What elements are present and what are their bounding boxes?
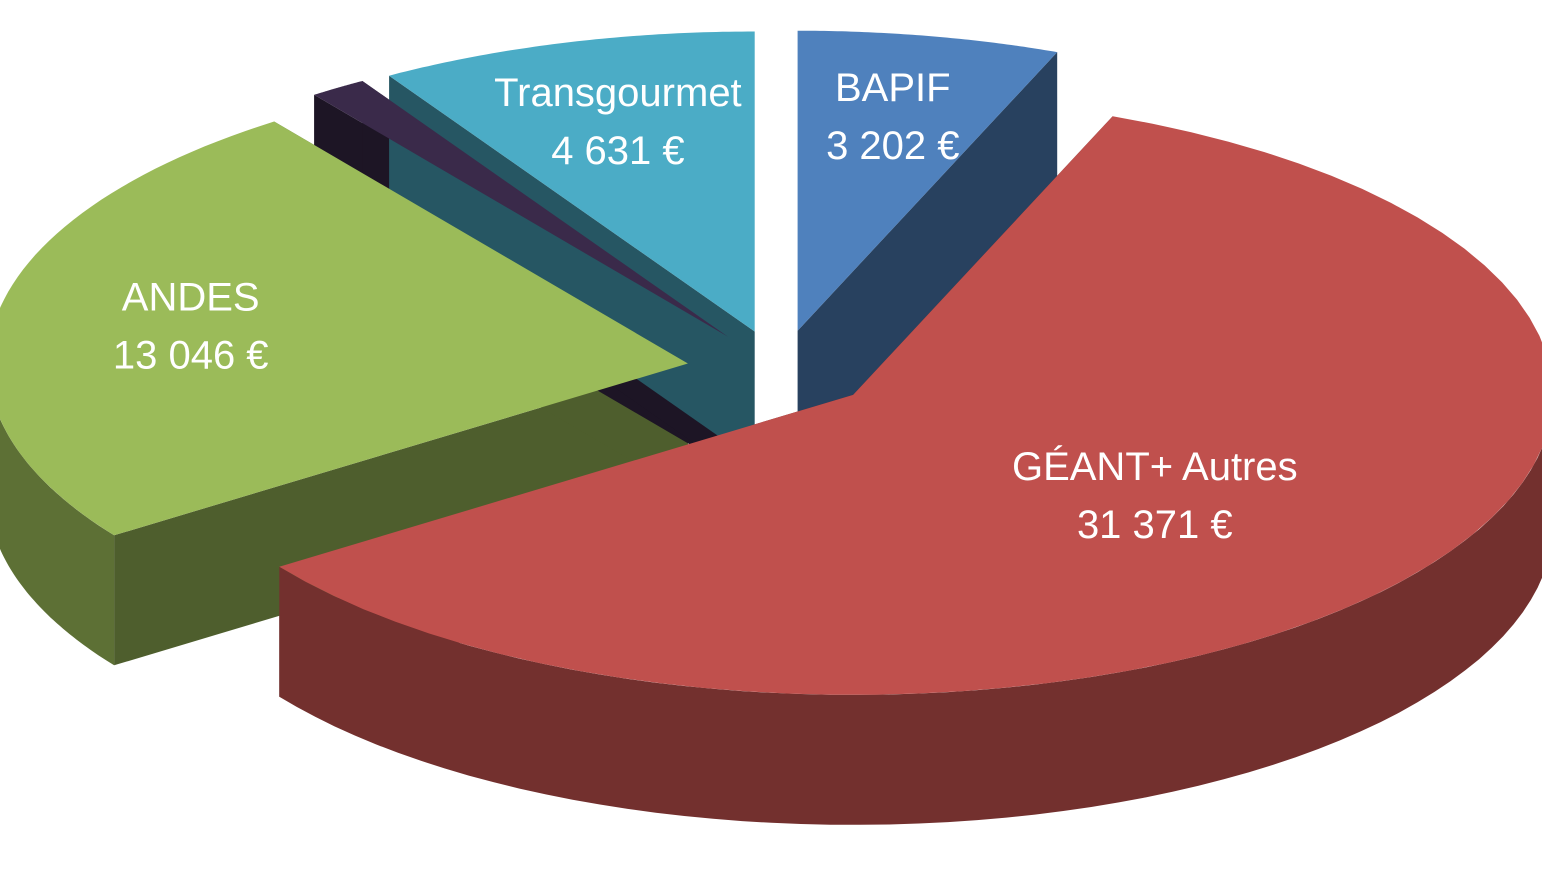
- slice-label: Transgourmet: [494, 71, 742, 115]
- slice: [314, 81, 728, 337]
- slice-label: ANDES: [122, 276, 260, 320]
- slice-label: BAPIF: [835, 66, 951, 110]
- slice: [797, 30, 1058, 331]
- slice: [279, 116, 1542, 695]
- value-label: 13 046 €: [113, 334, 269, 378]
- value-label: 4 631 €: [551, 129, 684, 173]
- value-label: 31 371 €: [1077, 503, 1233, 547]
- slice-wall: [279, 447, 1542, 825]
- slice: [389, 31, 755, 332]
- slice-side: [114, 363, 688, 666]
- value-label: 3 202 €: [826, 124, 959, 168]
- slice-label: GÉANT+ Autres: [1012, 444, 1298, 489]
- slice: [0, 121, 688, 536]
- slice-side: [797, 52, 1058, 461]
- slice-wall: [0, 418, 115, 666]
